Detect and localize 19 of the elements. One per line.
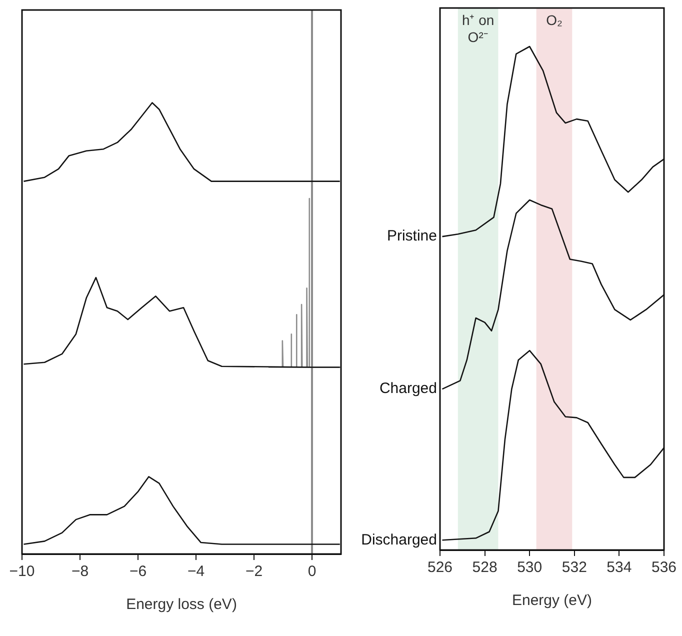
x-tick-label: −6 bbox=[129, 563, 147, 580]
x-tick-label: −10 bbox=[9, 563, 35, 580]
series-label: Pristine bbox=[386, 228, 437, 245]
x-axis-title: Energy (eV) bbox=[512, 592, 592, 610]
x-tick-label: 530 bbox=[517, 559, 542, 576]
x-tick-label: 536 bbox=[651, 559, 677, 576]
band-label: h⁺ on O²⁻ bbox=[462, 12, 494, 45]
band-label: O₂ bbox=[546, 12, 562, 28]
x-tick-label: 0 bbox=[308, 563, 316, 580]
x-tick-label: −8 bbox=[71, 563, 89, 580]
series-label: Discharged bbox=[361, 531, 437, 548]
x-tick-label: 526 bbox=[427, 559, 453, 576]
series-label: Charged bbox=[379, 380, 437, 398]
x-tick-label: −4 bbox=[187, 563, 205, 580]
x-tick-label: 534 bbox=[606, 559, 632, 576]
x-tick-label: 528 bbox=[472, 559, 498, 576]
x-tick-label: 532 bbox=[562, 559, 587, 576]
x-tick-label: −2 bbox=[245, 563, 263, 580]
x-axis-title: Energy loss (eV) bbox=[126, 596, 237, 614]
